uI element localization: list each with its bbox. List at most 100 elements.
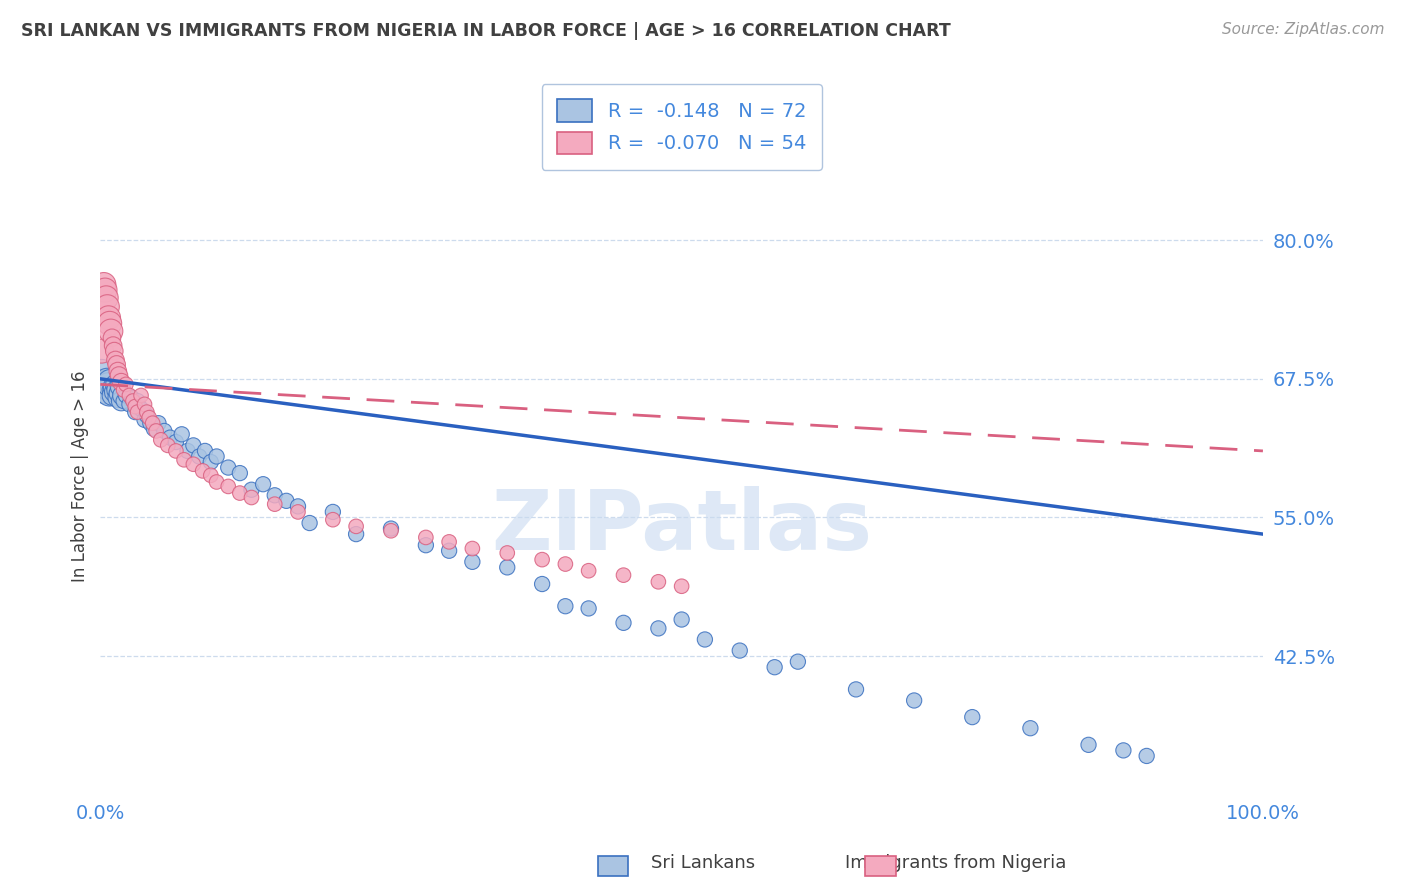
Text: ZIPatlas: ZIPatlas: [491, 486, 872, 567]
Point: [118, 388, 141, 402]
Point: [252, 477, 274, 491]
Point: [205, 475, 228, 489]
Point: [217, 460, 239, 475]
Point: [97, 310, 120, 325]
Point: [139, 416, 162, 430]
Point: [142, 416, 165, 430]
Point: [287, 500, 309, 514]
Point: [276, 493, 298, 508]
Point: [437, 543, 460, 558]
Point: [183, 457, 205, 471]
Point: [240, 483, 263, 497]
Point: [96, 375, 118, 389]
Point: [217, 479, 239, 493]
Point: [107, 391, 129, 405]
Point: [1019, 721, 1042, 735]
Point: [191, 464, 214, 478]
Point: [101, 379, 124, 393]
Point: [415, 531, 437, 545]
Point: [344, 527, 367, 541]
Point: [845, 682, 868, 697]
Point: [100, 324, 122, 338]
Point: [176, 444, 198, 458]
Text: SRI LANKAN VS IMMIGRANTS FROM NIGERIA IN LABOR FORCE | AGE > 16 CORRELATION CHAR: SRI LANKAN VS IMMIGRANTS FROM NIGERIA IN…: [21, 22, 950, 40]
Point: [93, 277, 115, 292]
Point: [578, 564, 600, 578]
Legend: R =  -0.148   N = 72, R =  -0.070   N = 54: R = -0.148 N = 72, R = -0.070 N = 54: [541, 84, 821, 169]
Point: [496, 560, 519, 574]
Point: [105, 358, 128, 372]
Point: [229, 466, 252, 480]
Point: [124, 405, 146, 419]
Point: [200, 455, 222, 469]
Point: [531, 577, 554, 591]
Y-axis label: In Labor Force | Age > 16: In Labor Force | Age > 16: [72, 370, 89, 582]
Point: [148, 416, 170, 430]
Point: [90, 344, 112, 359]
Point: [110, 394, 132, 409]
Point: [108, 368, 131, 383]
Point: [173, 452, 195, 467]
Point: [647, 621, 669, 635]
Point: [322, 513, 344, 527]
Point: [96, 383, 118, 397]
Point: [461, 555, 484, 569]
Point: [115, 388, 138, 402]
Point: [183, 438, 205, 452]
Point: [287, 505, 309, 519]
Point: [100, 376, 122, 391]
Point: [110, 375, 132, 389]
Point: [1112, 743, 1135, 757]
Point: [135, 405, 157, 419]
Point: [903, 693, 925, 707]
Point: [165, 435, 187, 450]
Point: [159, 431, 181, 445]
Point: [115, 377, 138, 392]
Point: [105, 383, 128, 397]
Point: [612, 615, 634, 630]
Text: Source: ZipAtlas.com: Source: ZipAtlas.com: [1222, 22, 1385, 37]
Point: [612, 568, 634, 582]
Point: [170, 427, 193, 442]
Point: [142, 422, 165, 436]
Point: [671, 579, 693, 593]
Point: [108, 386, 131, 401]
Point: [380, 522, 402, 536]
Point: [103, 385, 125, 400]
Point: [94, 283, 117, 297]
Point: [112, 394, 135, 409]
Point: [786, 655, 808, 669]
Point: [112, 383, 135, 397]
Point: [962, 710, 984, 724]
Point: [98, 317, 121, 331]
Point: [96, 300, 118, 314]
Point: [127, 394, 149, 409]
Point: [121, 391, 143, 405]
Point: [145, 424, 167, 438]
Point: [415, 538, 437, 552]
Point: [156, 438, 179, 452]
Point: [118, 397, 141, 411]
Point: [101, 338, 124, 352]
Point: [138, 410, 160, 425]
Point: [134, 397, 156, 411]
Point: [111, 388, 134, 402]
Point: [194, 444, 217, 458]
Point: [263, 497, 285, 511]
Point: [149, 433, 172, 447]
Point: [129, 388, 152, 402]
Point: [97, 379, 120, 393]
Point: [437, 534, 460, 549]
Point: [298, 516, 321, 530]
Point: [578, 601, 600, 615]
Point: [165, 444, 187, 458]
Point: [129, 401, 152, 416]
Point: [153, 424, 176, 438]
Point: [647, 574, 669, 589]
Point: [322, 505, 344, 519]
Point: [200, 468, 222, 483]
Point: [531, 552, 554, 566]
Point: [101, 331, 124, 345]
Point: [96, 291, 118, 305]
Point: [693, 632, 716, 647]
